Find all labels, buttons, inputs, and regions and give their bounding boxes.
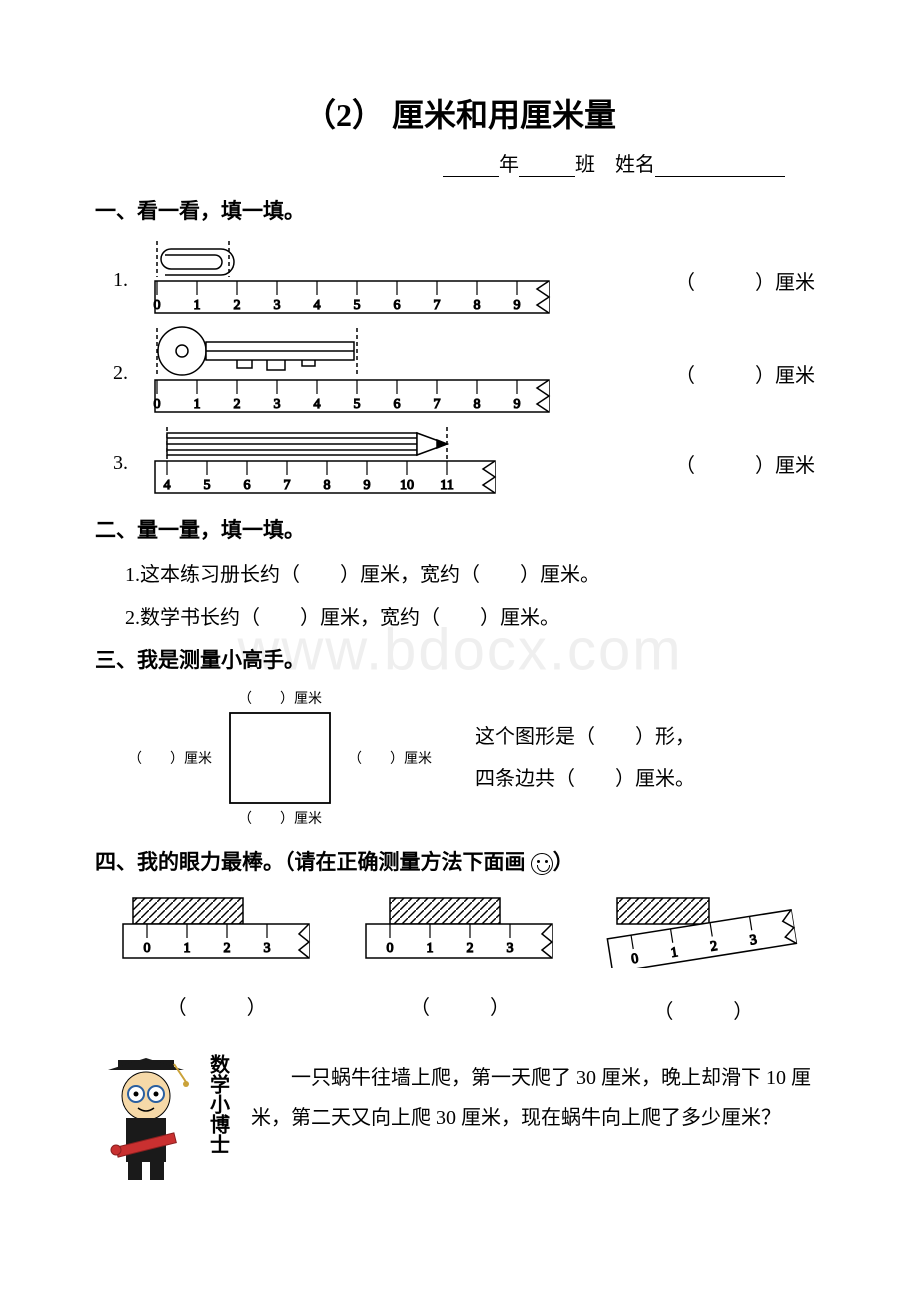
svg-text:7: 7 bbox=[434, 397, 441, 412]
svg-text:6: 6 bbox=[244, 478, 251, 493]
q1-num-2: 2. bbox=[95, 362, 137, 385]
svg-text:9: 9 bbox=[364, 478, 371, 493]
q1-ans-1: （ ）厘米 bbox=[675, 266, 825, 295]
professor-figure: 数学小博士 bbox=[95, 1054, 235, 1184]
q1-row-3: 3. 4 5 6 7 8 bbox=[95, 425, 825, 502]
svg-text:7: 7 bbox=[434, 298, 441, 313]
s3-bottom-label: （ ）厘米 bbox=[95, 808, 465, 828]
svg-text:8: 8 bbox=[324, 478, 331, 493]
svg-text:9: 9 bbox=[514, 397, 521, 412]
svg-text:7: 7 bbox=[284, 478, 291, 493]
svg-text:4: 4 bbox=[314, 397, 321, 412]
q1-ans-2: （ ）厘米 bbox=[675, 359, 825, 388]
section-1-heading: 一、看一看，填一填。 bbox=[95, 195, 825, 225]
svg-text:3: 3 bbox=[274, 397, 281, 412]
svg-text:0: 0 bbox=[143, 941, 150, 956]
svg-text:5: 5 bbox=[354, 397, 361, 412]
s3-text-2: 四条边共（ ）厘米。 bbox=[475, 758, 695, 800]
svg-text:8: 8 bbox=[474, 298, 481, 313]
label-name: 姓名 bbox=[615, 154, 655, 176]
s4-row: 0 1 2 3 （ ） 0 1 2 3 （ ） bbox=[95, 894, 825, 1024]
svg-text:1: 1 bbox=[194, 397, 201, 412]
q1-fig-1: 0 1 2 3 4 5 6 7 8 9 bbox=[137, 239, 557, 322]
svg-text:9: 9 bbox=[514, 298, 521, 313]
svg-text:4: 4 bbox=[314, 298, 321, 313]
professor-row: 数学小博士 一只蜗牛往墙上爬，第一天爬了 30 厘米，晚上却滑下 10 厘米，第… bbox=[95, 1054, 825, 1184]
s2-line-2: 2.数学书长约（ ）厘米，宽约（ ）厘米。 bbox=[125, 601, 825, 630]
professor-label: 数学小博士 bbox=[204, 1054, 233, 1154]
svg-text:2: 2 bbox=[234, 397, 241, 412]
s4-heading-suffix: ） bbox=[553, 850, 574, 874]
svg-text:8: 8 bbox=[474, 397, 481, 412]
section-3-heading: 三、我是测量小高手。 bbox=[95, 644, 825, 674]
smile-icon bbox=[531, 853, 553, 875]
s3-text: 这个图形是（ ）形， 四条边共（ ）厘米。 bbox=[465, 716, 695, 800]
svg-text:1: 1 bbox=[194, 298, 201, 313]
s2-line-1: 1.这本练习册长约（ ）厘米，宽约（ ）厘米。 bbox=[125, 558, 825, 587]
s4-ans-1: （ ） bbox=[117, 991, 317, 1020]
svg-text:2: 2 bbox=[466, 941, 473, 956]
square-icon bbox=[220, 708, 340, 808]
s3-wrap: （ ）厘米 （ ）厘米 （ ）厘米 （ ）厘米 这个图形是（ ）形， 四条边共（… bbox=[95, 688, 825, 828]
label-year: 年 bbox=[499, 154, 519, 176]
q1-num-3: 3. bbox=[95, 452, 137, 475]
s4-item-3: 0 1 2 3 （ ） bbox=[603, 894, 803, 1024]
s3-left-label: （ ）厘米 bbox=[128, 748, 212, 768]
svg-text:6: 6 bbox=[394, 397, 401, 412]
svg-text:2: 2 bbox=[223, 941, 230, 956]
svg-text:11: 11 bbox=[440, 478, 453, 493]
svg-text:0: 0 bbox=[154, 298, 161, 313]
svg-text:3: 3 bbox=[263, 941, 270, 956]
page-title: （2） 厘米和用厘米量 bbox=[95, 90, 825, 136]
q1-fig-3: 4 5 6 7 8 9 10 11 bbox=[137, 425, 557, 502]
s3-text-1: 这个图形是（ ）形， bbox=[475, 716, 695, 758]
professor-text: 一只蜗牛往墙上爬，第一天爬了 30 厘米，晚上却滑下 10 厘米，第二天又向上爬… bbox=[235, 1054, 825, 1184]
svg-text:1: 1 bbox=[183, 941, 190, 956]
q1-row-2: 2. 0 1 2 3 4 5 bbox=[95, 326, 825, 421]
svg-text:4: 4 bbox=[164, 478, 171, 493]
s3-right-label: （ ）厘米 bbox=[348, 748, 432, 768]
label-class: 班 bbox=[575, 154, 595, 176]
s4-ans-3: （ ） bbox=[603, 995, 803, 1024]
q1-ans-3: （ ）厘米 bbox=[675, 449, 825, 478]
s3-top-label: （ ）厘米 bbox=[95, 688, 465, 708]
q1-fig-2: 0 1 2 3 4 5 6 7 8 9 bbox=[137, 326, 557, 421]
s4-item-1: 0 1 2 3 （ ） bbox=[117, 894, 317, 1024]
svg-text:6: 6 bbox=[394, 298, 401, 313]
svg-text:5: 5 bbox=[354, 298, 361, 313]
section-4-heading: 四、我的眼力最棒。（请在正确测量方法下面画 ） bbox=[95, 846, 825, 876]
q1-row-1: 1. 0 1 2 3 4 5 6 7 8 bbox=[95, 239, 825, 322]
svg-text:5: 5 bbox=[204, 478, 211, 493]
s3-figure: （ ）厘米 （ ）厘米 （ ）厘米 （ ）厘米 bbox=[95, 688, 465, 828]
svg-text:0: 0 bbox=[154, 397, 161, 412]
s4-ans-2: （ ） bbox=[360, 991, 560, 1020]
s4-heading-prefix: 四、我的眼力最棒。（请在正确测量方法下面画 bbox=[95, 850, 531, 874]
svg-text:1: 1 bbox=[426, 941, 433, 956]
s4-item-2: 0 1 2 3 （ ） bbox=[360, 894, 560, 1024]
svg-text:10: 10 bbox=[400, 478, 414, 493]
section-2-heading: 二、量一量，填一填。 bbox=[95, 514, 825, 544]
svg-text:3: 3 bbox=[506, 941, 513, 956]
svg-text:2: 2 bbox=[234, 298, 241, 313]
name-line: 年 班 姓名 bbox=[95, 148, 825, 177]
svg-text:0: 0 bbox=[386, 941, 393, 956]
q1-num-1: 1. bbox=[95, 269, 137, 292]
svg-text:3: 3 bbox=[274, 298, 281, 313]
